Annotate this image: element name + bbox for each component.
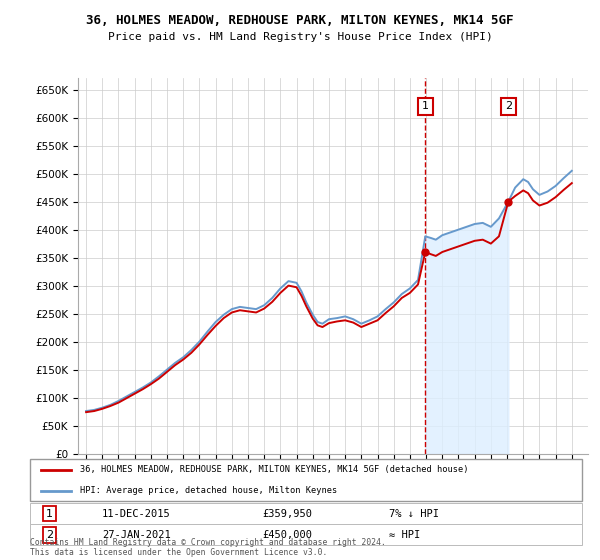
Text: 36, HOLMES MEADOW, REDHOUSE PARK, MILTON KEYNES, MK14 5GF (detached house): 36, HOLMES MEADOW, REDHOUSE PARK, MILTON… [80,465,468,474]
Text: £359,950: £359,950 [262,508,312,519]
Text: 7% ↓ HPI: 7% ↓ HPI [389,508,439,519]
Text: ≈ HPI: ≈ HPI [389,530,420,540]
Text: 11-DEC-2015: 11-DEC-2015 [102,508,170,519]
Text: £450,000: £450,000 [262,530,312,540]
FancyBboxPatch shape [30,459,582,501]
FancyBboxPatch shape [30,503,582,524]
Text: 1: 1 [46,508,53,519]
Text: Price paid vs. HM Land Registry's House Price Index (HPI): Price paid vs. HM Land Registry's House … [107,32,493,43]
Text: Contains HM Land Registry data © Crown copyright and database right 2024.
This d: Contains HM Land Registry data © Crown c… [30,538,386,557]
Text: 2: 2 [505,101,512,111]
Text: 27-JAN-2021: 27-JAN-2021 [102,530,170,540]
Text: 2: 2 [46,530,53,540]
FancyBboxPatch shape [30,524,582,545]
Text: 1: 1 [422,101,429,111]
Text: HPI: Average price, detached house, Milton Keynes: HPI: Average price, detached house, Milt… [80,486,337,495]
Text: 36, HOLMES MEADOW, REDHOUSE PARK, MILTON KEYNES, MK14 5GF: 36, HOLMES MEADOW, REDHOUSE PARK, MILTON… [86,14,514,27]
